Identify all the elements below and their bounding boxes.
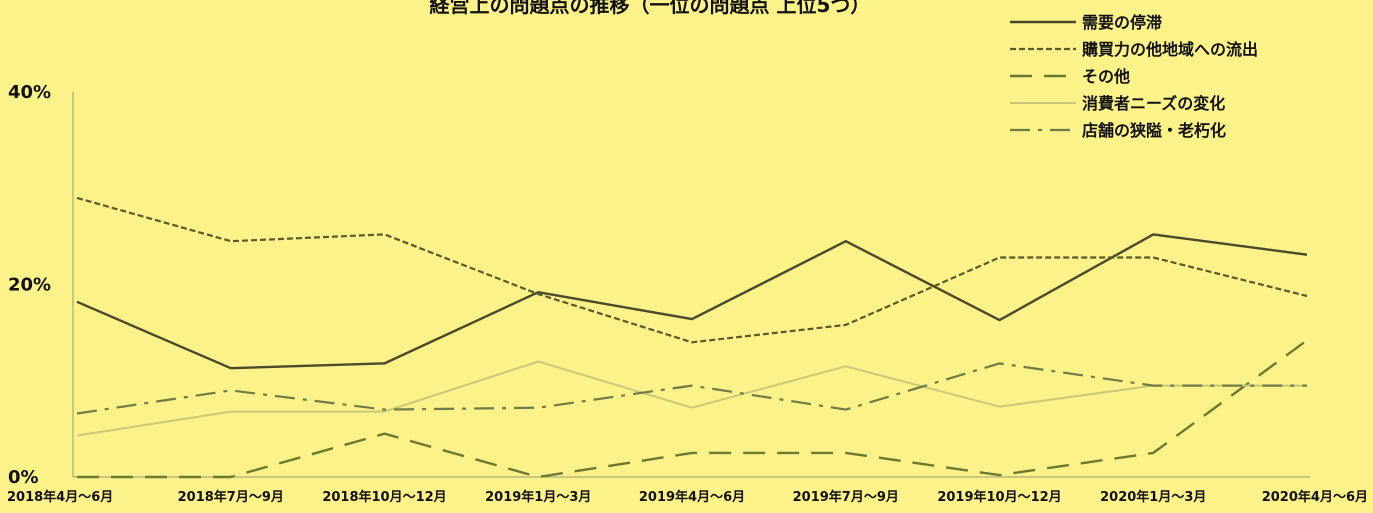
series-group [76, 196, 1308, 479]
x-ticks: 2018年4月～6月 2018年7月～9月 2018年10月～12月 2019年1月～… [7, 489, 1368, 505]
y-ticks: 0% 20% 40% [8, 82, 51, 488]
x-tick-label: 2018年4月～6月 [7, 489, 113, 505]
series-line-2 [76, 196, 1308, 344]
legend-label-5: 店舗の狭隘・老朽化 [1082, 121, 1226, 140]
legend-label-3: その他 [1082, 67, 1130, 86]
y-tick-label: 20% [8, 275, 51, 296]
chart-title: 経営上の問題点の推移（一位の問題点 上位5つ） [430, 0, 871, 17]
series-line-3 [77, 339, 1308, 479]
series-line-4 [76, 360, 1307, 437]
legend-label-4: 消費者ニーズの変化 [1082, 94, 1225, 113]
x-tick-label: 2018年10月～12月 [322, 489, 446, 505]
x-tick-label: 2020年4月～6月 [1262, 489, 1368, 505]
x-tick-label: 2020年1月～3月 [1100, 489, 1206, 505]
x-tick-label: 2019年7月～9月 [793, 489, 899, 505]
y-tick-label: 0% [8, 467, 39, 488]
x-tick-label: 2018年7月～9月 [178, 489, 284, 505]
series-line-5 [76, 362, 1307, 415]
x-tick-label: 2019年4月～6月 [639, 489, 745, 505]
x-tick-label: 2019年10月～12月 [937, 489, 1061, 505]
series-line-1 [76, 233, 1308, 370]
x-tick-label: 2019年1月～3月 [485, 489, 591, 505]
legend-label-1: 需要の停滞 [1082, 13, 1162, 32]
y-tick-label: 40% [8, 82, 51, 103]
legend-label-2: 購買力の他地域への流出 [1081, 40, 1258, 59]
